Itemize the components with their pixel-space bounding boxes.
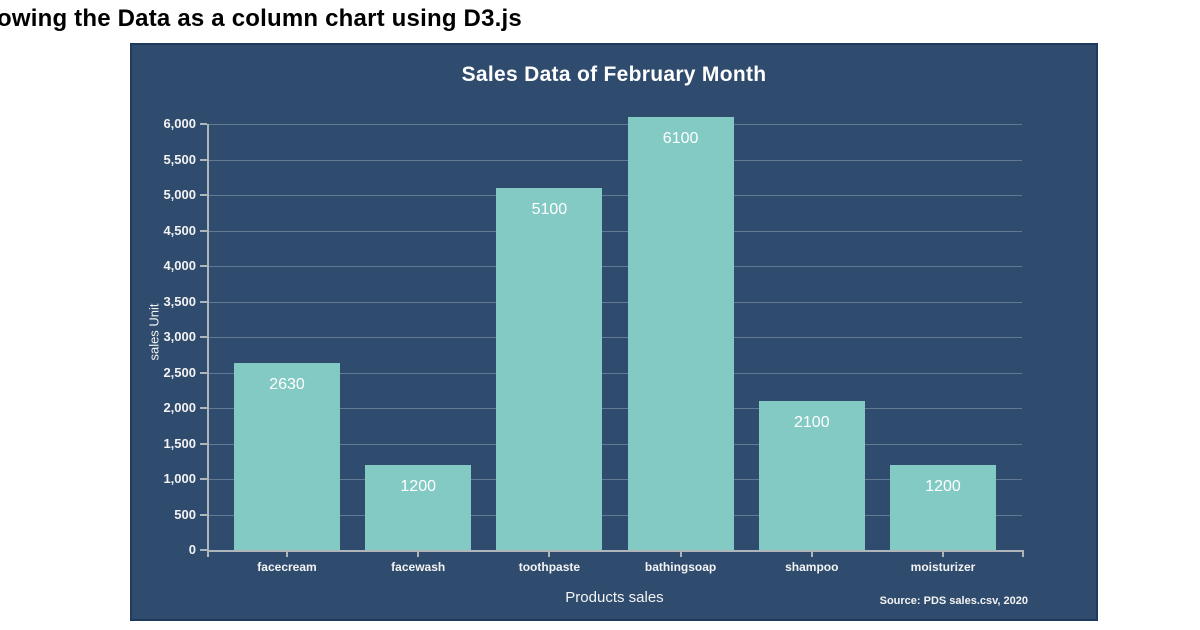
y-tick <box>200 442 207 445</box>
bar-shampoo <box>758 400 865 550</box>
gridline <box>207 124 1022 125</box>
bar-value-label: 1200 <box>400 477 436 495</box>
x-tick-label: facecream <box>257 560 317 574</box>
y-tick-label: 4,500 <box>163 222 196 238</box>
y-tick-label: 3,000 <box>163 329 196 344</box>
bar-facecream <box>234 363 340 550</box>
y-tick-label: 2,500 <box>163 364 196 380</box>
y-tick-label: 1,500 <box>163 435 196 451</box>
y-tick-label: 0 <box>188 542 196 557</box>
gridline <box>207 266 1022 267</box>
y-tick <box>200 549 207 551</box>
bar-toothpaste <box>496 187 603 550</box>
bar-facewash <box>365 464 472 550</box>
y-tick-label: 500 <box>174 506 196 522</box>
y-tick <box>200 265 207 267</box>
y-tick-label: 2,000 <box>163 400 196 415</box>
y-tick-label: 4,000 <box>163 258 196 273</box>
x-tick <box>548 550 551 557</box>
bar-value-label: 2630 <box>269 376 305 394</box>
y-tick <box>200 300 207 303</box>
x-axis-line <box>207 550 1024 552</box>
x-axis-title: Products sales <box>565 589 664 606</box>
y-tick <box>200 336 207 338</box>
source-note: Source: PDS sales.csv, 2020 <box>879 595 1028 607</box>
y-tick <box>200 478 207 480</box>
gridline <box>207 301 1022 303</box>
x-tick-label: toothpaste <box>518 560 581 574</box>
gridline <box>207 514 1022 516</box>
x-tick-label: facewash <box>391 560 446 574</box>
y-tick-label: 6,000 <box>163 116 196 131</box>
y-axis-line <box>207 124 209 550</box>
x-tick <box>417 550 420 557</box>
y-tick <box>200 194 207 196</box>
x-tick <box>810 550 813 557</box>
gridline <box>207 230 1022 232</box>
y-tick <box>200 371 207 374</box>
y-tick-label: 5,000 <box>163 187 196 202</box>
x-tick <box>942 550 944 557</box>
y-tick <box>200 407 207 409</box>
page-title: owing the Data as a column chart using D… <box>0 5 522 32</box>
gridline <box>207 337 1022 338</box>
gridline <box>207 159 1022 161</box>
x-tick <box>286 550 288 557</box>
x-tick-label: moisturizer <box>910 560 976 574</box>
gridline <box>207 372 1022 374</box>
bar-value-label: 6100 <box>662 129 699 147</box>
chart-title: Sales Data of February Month <box>461 63 767 86</box>
y-tick-label: 3,500 <box>163 293 196 309</box>
chart-panel: Sales Data of February Month sales Unit … <box>130 43 1098 621</box>
y-tick <box>200 123 207 125</box>
bar-value-label: 1200 <box>925 477 961 495</box>
bar-value-label: 2100 <box>794 413 830 431</box>
plot-area: 2630 facecream 1200 facewash 5100 toothpaste 6… <box>132 45 1096 619</box>
y-tick-label: 1,000 <box>163 471 196 486</box>
x-tick-label: shampoo <box>785 560 839 574</box>
x-tick <box>679 550 682 557</box>
gridline <box>207 443 1022 445</box>
y-tick <box>200 513 207 516</box>
x-axis-end-tick-right <box>1022 550 1024 557</box>
bar-bathingsoap <box>627 116 734 550</box>
gridline <box>207 408 1022 409</box>
y-tick <box>200 158 207 161</box>
bar-value-label: 5100 <box>531 200 568 218</box>
x-axis-end-tick-left <box>207 550 209 557</box>
y-tick <box>200 229 207 232</box>
gridline <box>207 195 1022 196</box>
gridline <box>207 479 1022 480</box>
y-tick-label: 5,500 <box>163 151 196 167</box>
bar-moisturizer <box>890 464 996 550</box>
x-tick-label: bathingsoap <box>644 560 717 574</box>
